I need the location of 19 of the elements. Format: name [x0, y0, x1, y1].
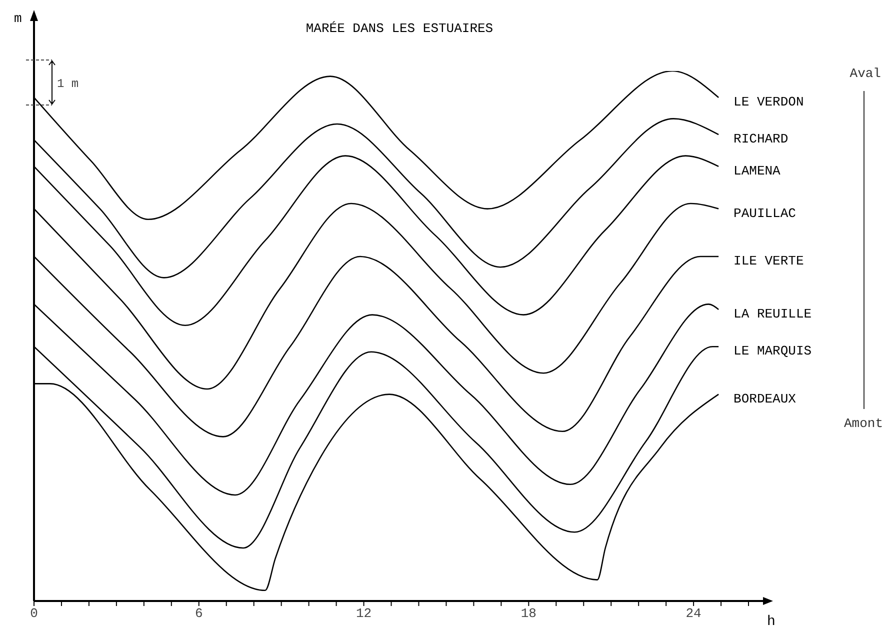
annotation: 1 m: [57, 77, 79, 91]
y-axis-title: m: [14, 11, 22, 26]
text: Amont: [844, 416, 883, 431]
series-label: LAMENA: [734, 163, 781, 178]
text: Aval: [850, 66, 882, 81]
series-label: LE VERDON: [734, 94, 804, 110]
series-label: LA REUILLE: [734, 306, 812, 322]
series-label: PAUILLAC: [734, 206, 796, 221]
chart-title: MARÉE DANS LES ESTUAIRES: [306, 21, 494, 36]
series-label: RICHARD: [734, 132, 788, 147]
x-tick-label: 18: [520, 606, 536, 622]
x-tick-label: 0: [30, 606, 38, 622]
x-tick-label: 6: [194, 606, 203, 622]
series-label: ILE VERTE: [734, 254, 804, 268]
series-label: BORDEAUX: [734, 391, 796, 406]
x-tick-label: 12: [356, 606, 372, 622]
x-axis-title: h: [767, 614, 776, 630]
series-label: LE MARQUIS: [734, 344, 812, 359]
x-tick-label: 24: [686, 606, 702, 622]
